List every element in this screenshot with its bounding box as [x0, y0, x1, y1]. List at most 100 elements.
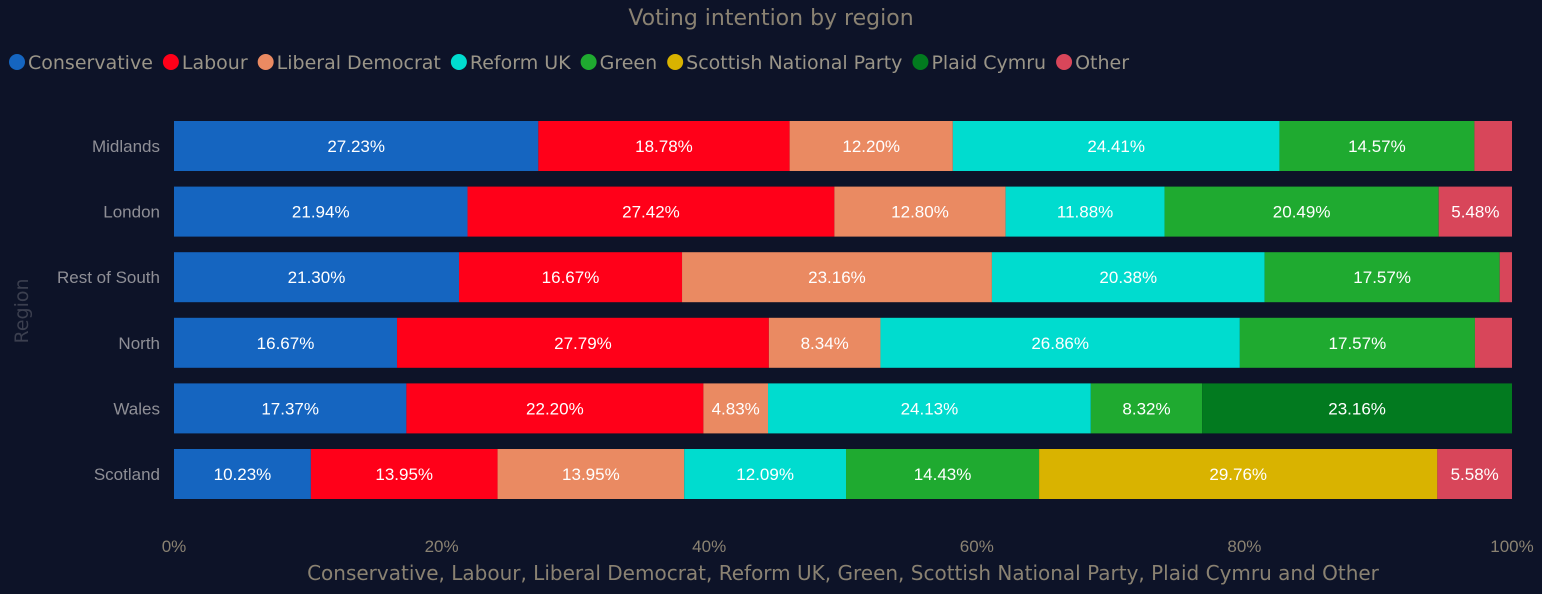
bar-scotland-liberal-democrat — [497, 449, 685, 499]
x-axis-title: Conservative, Labour, Liberal Democrat, … — [307, 561, 1380, 585]
legend-item-plaid-cymru[interactable]: Plaid Cymru — [912, 52, 1046, 74]
legend-item-liberal-democrat[interactable]: Liberal Democrat — [257, 52, 441, 74]
bar-london-conservative — [174, 186, 468, 237]
legend-label-labour: Labour — [182, 52, 248, 74]
bar-london-liberal-democrat — [834, 186, 1006, 237]
legend-swatch-other — [1056, 54, 1073, 70]
bar-north-reform-uk — [880, 317, 1240, 368]
bar-wales-liberal-democrat — [703, 383, 769, 434]
y-axis-title: Region — [11, 278, 33, 343]
bar-north-green — [1239, 317, 1475, 368]
category-label-london: London — [103, 203, 160, 222]
legend-label-reform-uk: Reform UK — [470, 52, 571, 74]
bar-london-green — [1164, 186, 1439, 237]
data-label-wales-plaid-cymru: 23.16% — [1328, 399, 1386, 418]
legend-label-conservative: Conservative — [28, 52, 153, 74]
data-label-midlands-reform-uk: 24.41% — [1087, 137, 1145, 156]
legend-label-other: Other — [1075, 52, 1129, 74]
legend-swatch-reform-uk — [450, 54, 467, 70]
bar-scotland-reform-uk — [684, 449, 847, 499]
bars — [174, 121, 1512, 499]
data-label-north-green: 17.57% — [1329, 334, 1387, 353]
data-label-rest-of-south-labour: 16.67% — [542, 268, 600, 287]
data-label-london-other: 5.48% — [1451, 203, 1499, 222]
bar-london-labour — [467, 186, 835, 237]
data-label-wales-conservative: 17.37% — [261, 399, 319, 418]
bar-midlands-labour — [538, 121, 790, 171]
y-axis-title-group: Region — [11, 278, 33, 343]
legend-item-scottish-national-party[interactable]: Scottish National Party — [667, 52, 902, 74]
data-label-wales-reform-uk: 24.13% — [901, 399, 959, 418]
x-tick-1: 20% — [425, 537, 459, 556]
data-label-north-reform-uk: 26.86% — [1031, 334, 1089, 353]
data-label-scotland-scottish-national-party: 29.76% — [1209, 465, 1267, 484]
data-label-scotland-green: 14.43% — [914, 465, 972, 484]
legend-swatch-labour — [162, 54, 179, 70]
bar-rest-of-south-reform-uk — [991, 252, 1265, 303]
data-label-midlands-green: 14.57% — [1348, 137, 1406, 156]
data-label-rest-of-south-conservative: 21.30% — [288, 268, 346, 287]
bar-wales-labour — [406, 383, 704, 434]
x-tick-5: 100% — [1490, 537, 1533, 556]
legend-swatch-conservative — [9, 54, 25, 70]
legend-item-labour[interactable]: Labour — [162, 52, 248, 74]
data-label-midlands-liberal-democrat: 12.20% — [842, 137, 900, 156]
bar-rest-of-south-green — [1264, 252, 1500, 303]
bar-scotland-labour — [310, 449, 498, 499]
bar-scotland-scottish-national-party — [1039, 449, 1438, 499]
data-label-wales-labour: 22.20% — [526, 399, 584, 418]
x-tick-3: 60% — [960, 537, 994, 556]
legend-label-liberal-democrat: Liberal Democrat — [277, 52, 441, 74]
data-label-rest-of-south-green: 17.57% — [1353, 268, 1411, 287]
data-label-london-conservative: 21.94% — [292, 203, 350, 222]
x-axis-ticks: 0% 20% 40% 60% 80% 100% — [162, 537, 1534, 556]
data-label-scotland-reform-uk: 12.09% — [736, 465, 794, 484]
data-label-wales-liberal-democrat: 4.83% — [712, 399, 760, 418]
bar-midlands-liberal-democrat — [789, 121, 953, 171]
category-label-rest-of-south: Rest of South — [57, 268, 160, 287]
data-label-london-green: 20.49% — [1273, 203, 1331, 222]
data-label-scotland-labour: 13.95% — [375, 465, 433, 484]
legend-swatch-scottish-national-party — [667, 54, 684, 70]
bar-midlands-conservative — [174, 121, 539, 171]
bar-rest-of-south-labour — [458, 252, 683, 303]
bar-labels: 27.23% 18.78% 12.20% 24.41% 14.57% 21.94% 27.4… — [214, 137, 1500, 484]
category-label-scotland: Scotland — [94, 465, 160, 484]
chart-title: Voting intention by region — [628, 6, 913, 31]
category-label-midlands: Midlands — [92, 137, 160, 156]
legend-label-green: Green — [600, 52, 658, 74]
bar-wales-plaid-cymru — [1202, 383, 1512, 434]
bar-north-labour — [397, 317, 769, 368]
bar-midlands-reform-uk — [952, 121, 1280, 171]
legend-label-scottish-national-party: Scottish National Party — [686, 52, 902, 74]
bar-north-liberal-democrat — [768, 317, 881, 368]
bar-rest-of-south-other — [1499, 252, 1512, 303]
legend-item-green[interactable]: Green — [580, 52, 658, 74]
data-label-scotland-other: 5.58% — [1451, 465, 1499, 484]
legend-item-reform-uk[interactable]: Reform UK — [450, 52, 571, 74]
data-label-north-liberal-democrat: 8.34% — [801, 334, 849, 353]
bar-north-conservative — [174, 317, 398, 368]
legend-item-conservative[interactable]: Conservative — [9, 52, 153, 74]
data-label-midlands-conservative: 27.23% — [327, 137, 385, 156]
legend-item-other[interactable]: Other — [1056, 52, 1129, 74]
data-label-scotland-conservative: 10.23% — [214, 465, 272, 484]
legend-swatch-plaid-cymru — [912, 54, 929, 70]
data-label-london-labour: 27.42% — [622, 203, 680, 222]
bar-midlands-green — [1279, 121, 1475, 171]
bar-london-reform-uk — [1005, 186, 1165, 237]
x-tick-2: 40% — [692, 537, 726, 556]
bar-london-other — [1438, 186, 1512, 237]
category-label-north: North — [118, 334, 160, 353]
bar-rest-of-south-liberal-democrat — [682, 252, 992, 303]
legend-label-plaid-cymru: Plaid Cymru — [931, 52, 1046, 74]
data-label-midlands-labour: 18.78% — [635, 137, 693, 156]
data-label-rest-of-south-reform-uk: 20.38% — [1099, 268, 1157, 287]
bar-wales-green — [1090, 383, 1203, 434]
data-label-scotland-liberal-democrat: 13.95% — [562, 465, 620, 484]
data-label-london-reform-uk: 11.88% — [1057, 203, 1113, 222]
bar-scotland-other — [1437, 449, 1512, 499]
x-tick-4: 80% — [1227, 537, 1261, 556]
data-label-london-liberal-democrat: 12.80% — [891, 203, 949, 222]
